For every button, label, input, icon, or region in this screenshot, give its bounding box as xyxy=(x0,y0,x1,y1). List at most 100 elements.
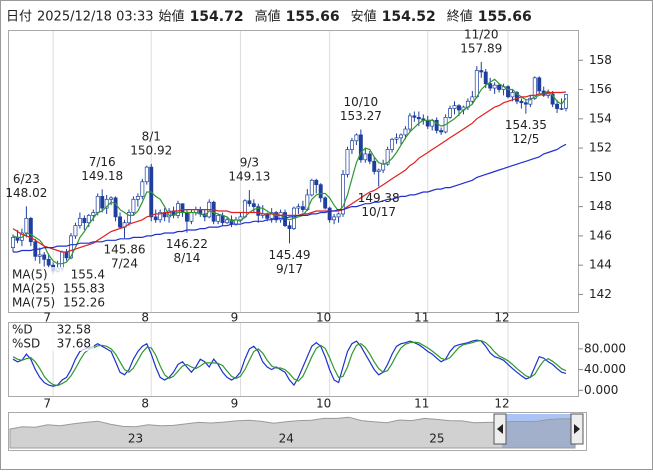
x-tick-label: 12 xyxy=(494,397,509,411)
x-tick-label: 12 xyxy=(494,311,509,325)
x-tick-label: 9 xyxy=(231,311,239,325)
candle-body xyxy=(28,217,33,243)
x-tick-label: 8 xyxy=(141,311,149,325)
annotation-value: 148.02 xyxy=(5,186,47,200)
legend-value: 32.58 xyxy=(57,323,91,337)
candle-body xyxy=(225,219,230,224)
candle-body xyxy=(457,105,461,111)
annotation-date: 11/20 xyxy=(464,27,499,41)
candle-body xyxy=(318,184,323,199)
candle-body xyxy=(77,217,82,227)
ma-line xyxy=(12,78,567,265)
candle-body xyxy=(381,163,386,171)
navigator-label: 23 xyxy=(128,432,143,446)
candle-body xyxy=(135,196,140,200)
x-tick-label: 7 xyxy=(43,397,51,411)
candle-body xyxy=(242,200,247,218)
annotation-date: 9/3 xyxy=(240,156,259,170)
annotation-value: 157.89 xyxy=(460,41,502,55)
candle-body xyxy=(314,179,319,186)
candle-body xyxy=(390,138,395,150)
candle-body xyxy=(46,258,51,266)
candle-body xyxy=(385,149,390,165)
annotation-value: 145.49 xyxy=(269,248,311,262)
y-tick-label: 146 xyxy=(589,228,612,242)
candle-body xyxy=(269,212,274,219)
candle-body xyxy=(309,179,314,196)
annotation-date: 7/16 xyxy=(89,155,116,169)
legend-value: 37.68 xyxy=(57,337,91,351)
candle-body xyxy=(167,210,172,218)
candle-body xyxy=(251,203,256,207)
candle-body xyxy=(287,225,292,229)
y-tick-label: 144 xyxy=(589,258,612,272)
candle-body xyxy=(86,215,91,224)
annotation-date: 10/10 xyxy=(344,95,379,109)
candle-body xyxy=(345,149,350,175)
candle-body xyxy=(506,86,510,98)
candle-body xyxy=(300,206,305,210)
y-tick-label: 148 xyxy=(589,199,612,213)
candle-body xyxy=(144,166,149,183)
candle-body xyxy=(140,181,145,197)
legend-name: MA(75) xyxy=(12,296,55,310)
candle-body xyxy=(341,174,345,215)
annotation-date: 6/23 xyxy=(13,172,40,186)
candle-body xyxy=(564,94,568,109)
candle-body xyxy=(42,254,47,260)
annotation-value: 153.27 xyxy=(340,109,382,123)
candle-body xyxy=(407,115,412,130)
candle-body xyxy=(470,96,475,102)
candle-body xyxy=(550,93,555,105)
candle-body xyxy=(532,77,537,99)
candle-body xyxy=(349,140,354,150)
legend-name: %D xyxy=(12,323,33,337)
candle-body xyxy=(216,215,221,222)
annotation-date: 12/5 xyxy=(512,132,539,146)
candle-body xyxy=(296,206,301,209)
candle-body xyxy=(176,203,180,216)
candle-body xyxy=(559,108,564,110)
candle-body xyxy=(483,71,488,85)
legend-box xyxy=(10,267,110,311)
candle-body xyxy=(546,93,551,96)
y-tick-label: 152 xyxy=(589,141,612,155)
candle-body xyxy=(452,105,457,109)
candle-body xyxy=(131,198,136,213)
x-tick-label: 10 xyxy=(316,397,331,411)
navigator-label: 25 xyxy=(429,432,444,446)
x-tick-label: 11 xyxy=(414,311,429,325)
candle-body xyxy=(439,130,444,133)
candle-body xyxy=(73,225,78,237)
candle-body xyxy=(555,103,560,109)
candle-body xyxy=(412,115,417,118)
navigator-panel xyxy=(8,412,587,451)
candle-body xyxy=(332,216,337,221)
main-panel xyxy=(8,30,579,313)
candle-body xyxy=(479,70,484,73)
candle-body xyxy=(118,216,122,228)
legend-value: 152.26 xyxy=(63,296,105,310)
header-text: 155.66 xyxy=(478,9,532,25)
candle-body xyxy=(528,97,533,105)
candle-body xyxy=(336,213,341,218)
ma-line xyxy=(12,91,567,253)
handle-arrow xyxy=(497,424,503,434)
candle-body xyxy=(523,102,528,105)
candle-body xyxy=(492,84,497,89)
candle-body xyxy=(60,251,65,269)
header-text: 154.52 xyxy=(382,9,436,25)
y-tick-label: 40.000 xyxy=(584,362,626,376)
candle-body xyxy=(363,153,368,161)
x-tick-label: 10 xyxy=(316,311,331,325)
candle-body xyxy=(425,119,430,127)
candle-body xyxy=(274,212,279,221)
candle-body xyxy=(323,197,328,209)
candle-body xyxy=(91,212,96,216)
candle-body xyxy=(64,251,69,259)
legend-value: 155.83 xyxy=(63,282,105,296)
annotation-date: 10/17 xyxy=(361,205,396,219)
stoch-line xyxy=(12,339,567,387)
candle-body xyxy=(354,134,359,142)
